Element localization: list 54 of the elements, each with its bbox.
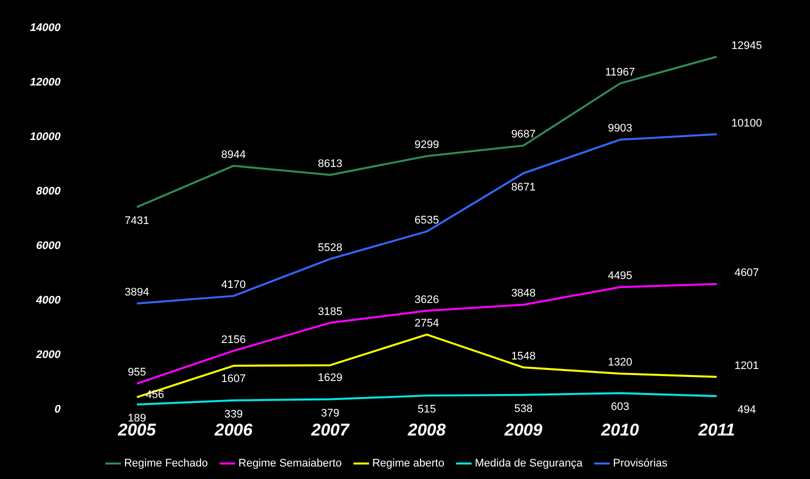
data-label: 9903 <box>608 122 632 135</box>
data-label: 9299 <box>414 139 440 152</box>
data-label: 3626 <box>414 294 440 306</box>
x-tick-label: 2006 <box>214 420 253 440</box>
data-label: 603 <box>610 401 630 414</box>
y-tick-label: 0 <box>54 404 62 416</box>
data-label: 456 <box>146 389 164 402</box>
data-label: 955 <box>128 366 146 379</box>
legend-label: Regime Semaiaberto <box>238 458 342 470</box>
data-label: 4607 <box>734 267 759 280</box>
x-tick-label: 2009 <box>504 420 543 440</box>
y-tick-label: 8000 <box>36 186 62 198</box>
legend-label: Medida de Segurança <box>474 458 584 470</box>
data-label: 10100 <box>731 117 762 130</box>
data-label: 1320 <box>608 356 632 369</box>
legend-label: Provisórias <box>612 458 668 470</box>
data-label: 3848 <box>511 288 536 300</box>
x-tick-label: 2008 <box>406 420 446 440</box>
data-label: 3185 <box>318 306 342 318</box>
data-label: 4495 <box>608 270 632 282</box>
legend-label: Regime Fechado <box>124 458 208 470</box>
y-tick-label: 2000 <box>35 349 62 362</box>
data-label: 1607 <box>221 372 246 385</box>
data-label: 538 <box>514 402 533 415</box>
data-label: 339 <box>224 408 243 420</box>
y-tick-label: 4000 <box>35 294 62 307</box>
data-label: 3894 <box>124 286 150 298</box>
data-label: 7431 <box>124 215 150 228</box>
data-label: 1629 <box>318 372 342 384</box>
data-label: 189 <box>128 412 146 424</box>
y-tick-label: 6000 <box>36 240 62 252</box>
data-label: 6535 <box>414 214 440 227</box>
data-label: 1548 <box>511 350 536 362</box>
x-tick-label: 2010 <box>600 420 640 440</box>
data-label: 8671 <box>511 181 536 194</box>
data-label: 4170 <box>221 278 246 291</box>
data-label: 379 <box>320 407 340 420</box>
data-label: 2754 <box>414 318 440 330</box>
x-tick-label: 2011 <box>697 420 735 440</box>
data-label: 5528 <box>318 242 342 254</box>
data-label: 8613 <box>318 158 342 170</box>
y-tick-label: 10000 <box>30 131 62 144</box>
data-label: 515 <box>418 404 436 416</box>
data-label: 494 <box>738 404 756 416</box>
data-label: 9687 <box>511 128 536 141</box>
data-label: 1201 <box>734 360 759 372</box>
x-tick-label: 2007 <box>310 420 351 440</box>
legend-label: Regime aberto <box>372 458 444 470</box>
data-label: 2156 <box>221 334 246 346</box>
data-label: 8944 <box>221 148 246 161</box>
data-label: 11967 <box>605 66 635 78</box>
data-label: 12945 <box>731 40 762 52</box>
y-tick-label: 12000 <box>30 76 62 89</box>
y-tick-label: 14000 <box>30 22 62 34</box>
